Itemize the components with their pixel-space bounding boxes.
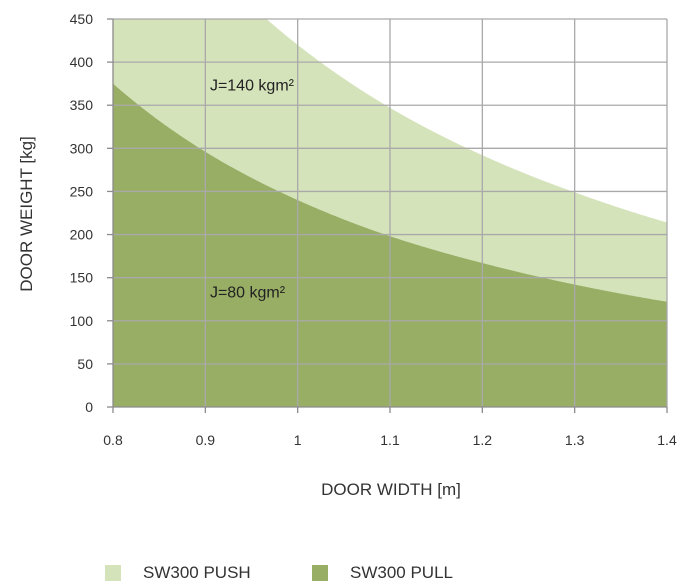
y-tick-label: 0 <box>85 399 93 415</box>
y-tick-labels: 0 50 100 150 200 250 300 350 400 450 <box>70 11 94 415</box>
x-tick-label: 1.2 <box>473 432 493 448</box>
legend-item-pull: SW300 PULL <box>312 563 453 583</box>
y-tick-label: 350 <box>70 97 94 113</box>
x-tick-label: 0.9 <box>196 432 216 448</box>
y-tick-label: 100 <box>70 313 94 329</box>
x-tick-label: 1.4 <box>657 432 677 448</box>
legend-swatch-push <box>105 565 121 581</box>
annotation-push-inertia: J=140 kgm² <box>210 78 295 95</box>
x-tick-label: 1 <box>294 432 302 448</box>
y-tick-label: 200 <box>70 227 94 243</box>
chart: 0.8 0.9 1 1.1 1.2 1.3 1.4 0 50 100 150 200 250 300 35… <box>17 11 677 499</box>
y-tick-label: 250 <box>70 183 94 199</box>
x-tick-label: 0.8 <box>103 432 123 448</box>
legend: SW300 PUSH SW300 PULL <box>0 563 691 585</box>
legend-label-pull: SW300 PULL <box>350 563 453 582</box>
annotation-pull-inertia: J=80 kgm² <box>210 284 286 301</box>
y-tick-label: 400 <box>70 54 94 70</box>
legend-swatch-pull <box>312 565 328 581</box>
x-tick-label: 1.3 <box>565 432 585 448</box>
y-tick-label: 150 <box>70 270 94 286</box>
axes <box>107 18 668 413</box>
legend-label-push: SW300 PUSH <box>143 563 251 582</box>
y-tick-label: 450 <box>70 11 94 27</box>
x-axis-title: DOOR WIDTH [m] <box>321 480 461 499</box>
y-tick-label: 300 <box>70 140 94 156</box>
x-tick-labels: 0.8 0.9 1 1.1 1.2 1.3 1.4 <box>103 432 677 448</box>
x-tick-label: 1.1 <box>380 432 400 448</box>
y-axis-title: DOOR WEIGHT [kg] <box>17 136 36 292</box>
y-tick-label: 50 <box>77 356 93 372</box>
gridlines <box>113 18 668 407</box>
legend-item-push: SW300 PUSH <box>105 563 251 583</box>
